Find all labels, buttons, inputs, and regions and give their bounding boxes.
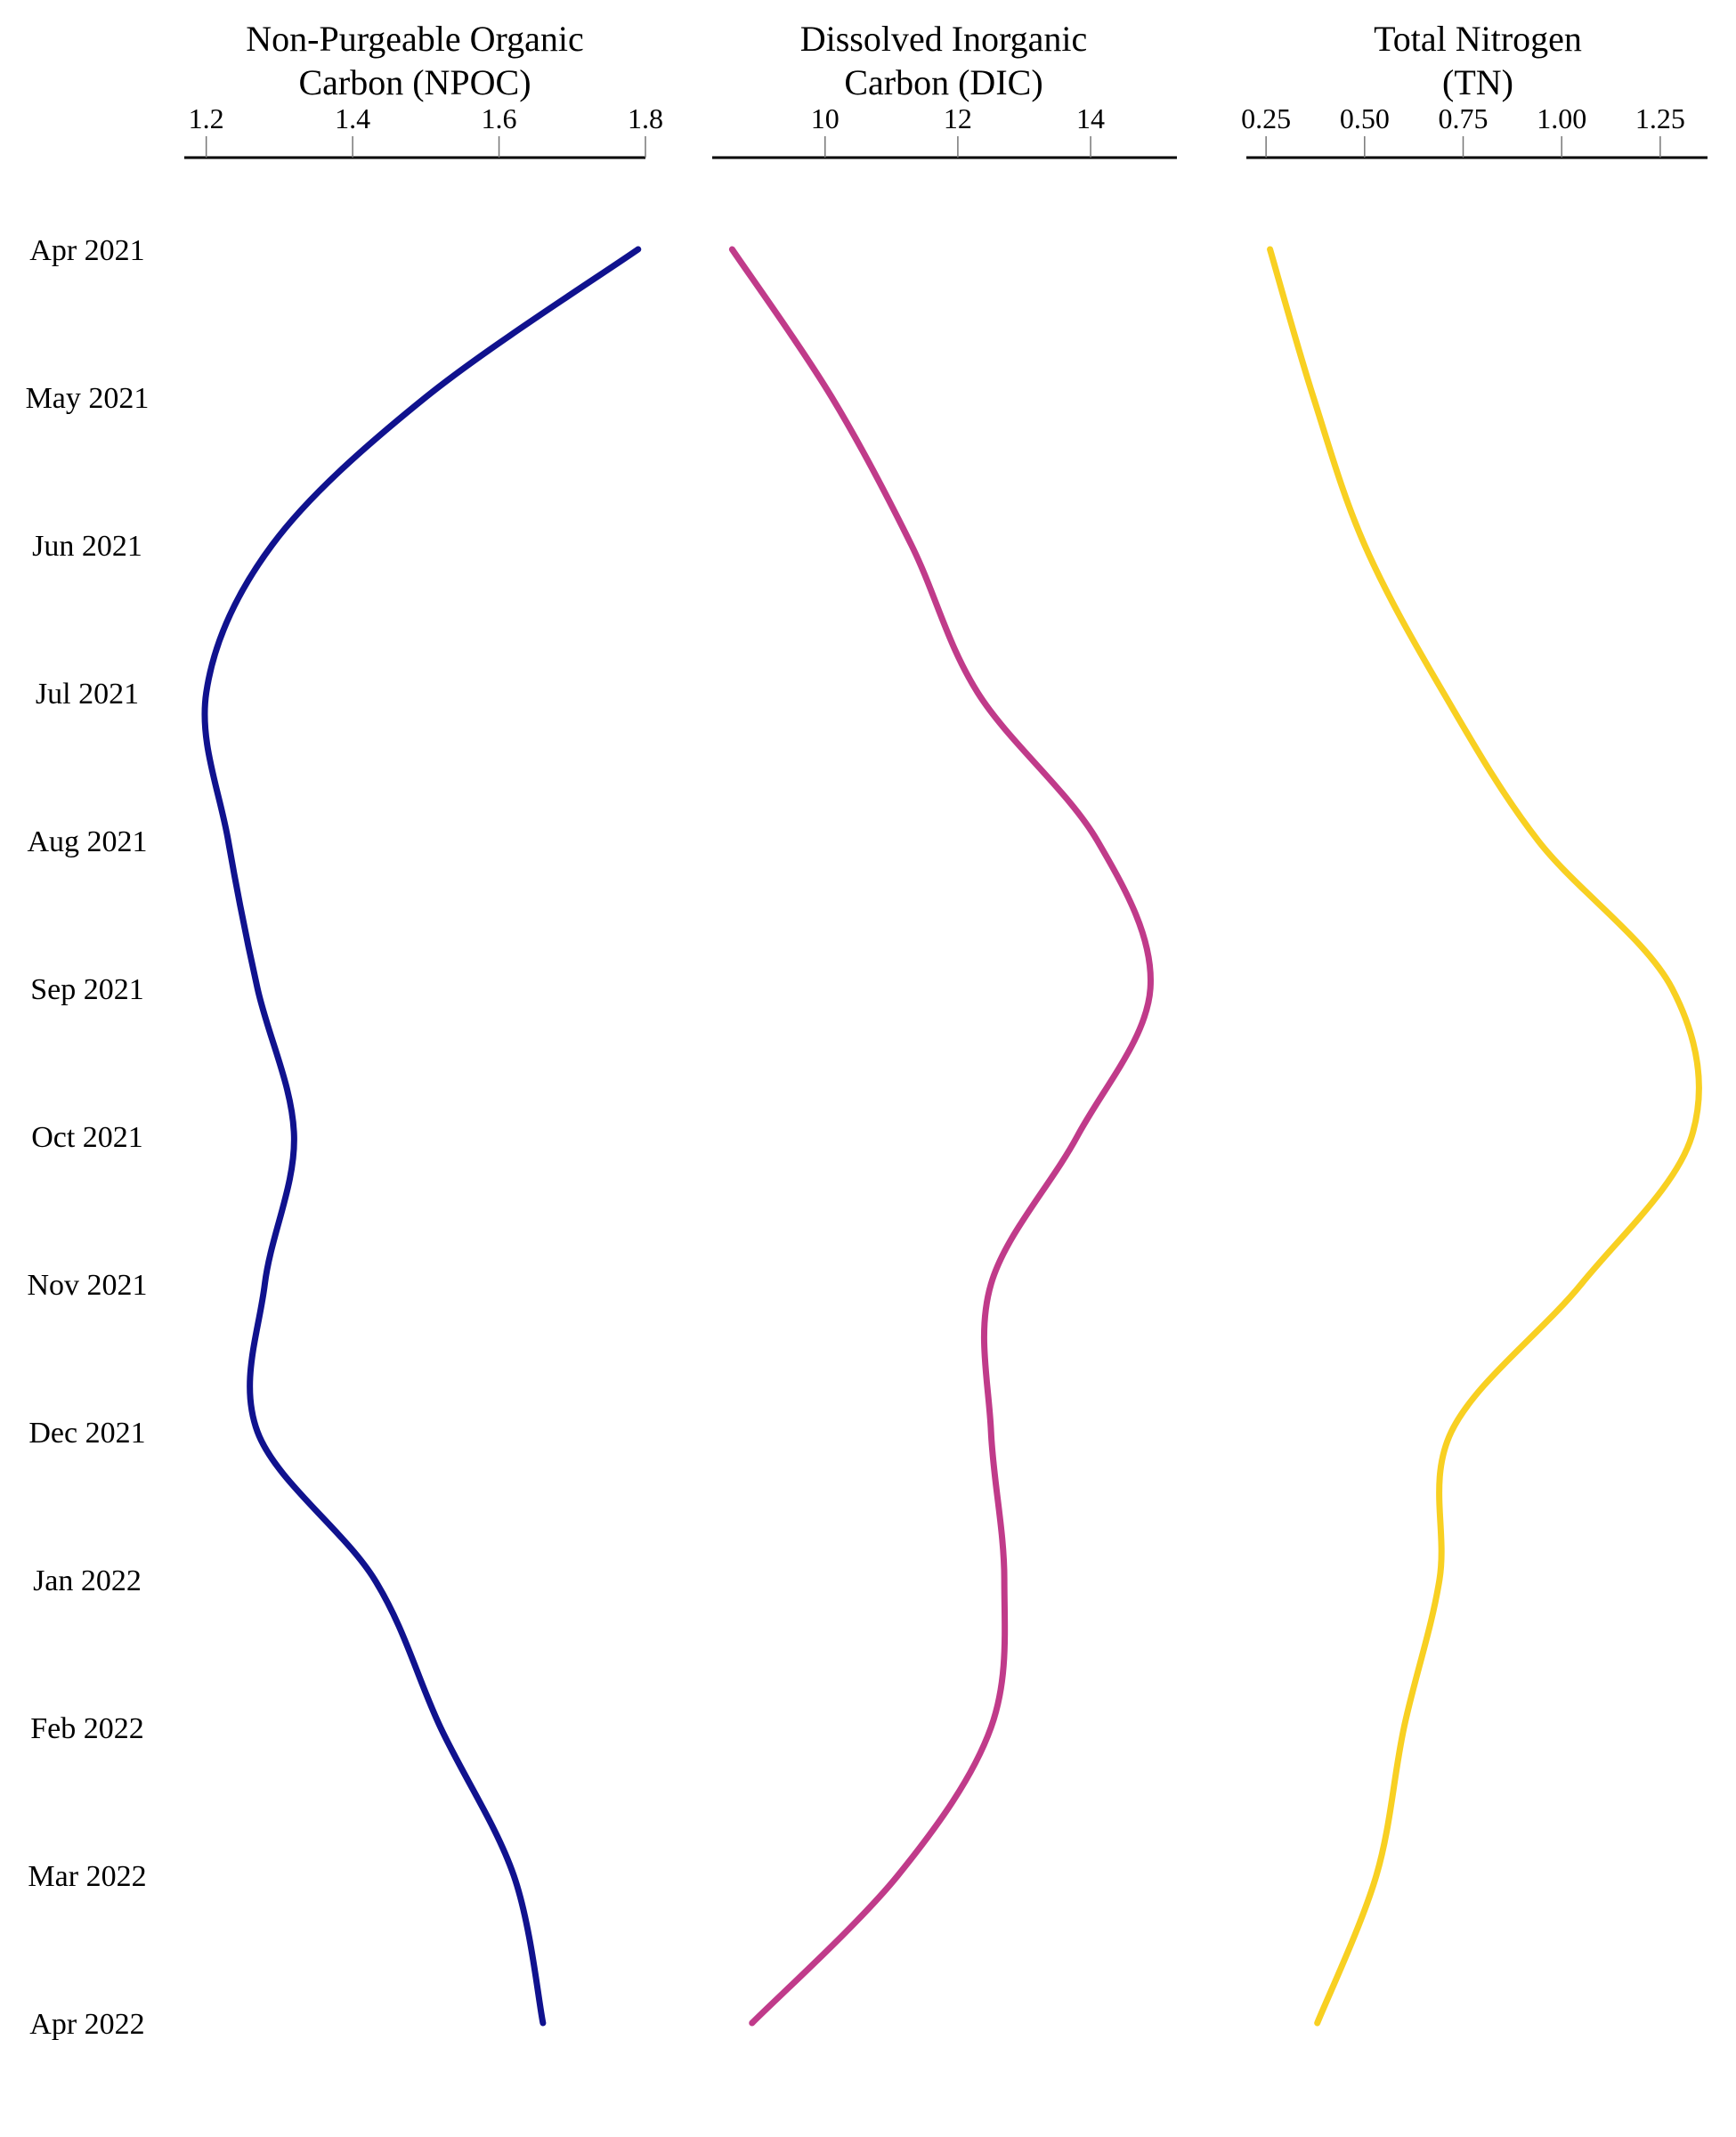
data-point xyxy=(988,1281,994,1288)
data-point xyxy=(1075,1134,1081,1140)
data-point xyxy=(1401,1725,1407,1731)
date-label: Apr 2021 xyxy=(29,234,144,267)
data-point xyxy=(269,542,275,548)
date-label: Feb 2022 xyxy=(30,1712,144,1745)
panel-title-line: Carbon (DIC) xyxy=(844,62,1042,102)
panel-title-line: Total Nitrogen xyxy=(1374,19,1582,59)
data-point xyxy=(1689,1134,1695,1140)
data-point xyxy=(371,1577,377,1583)
data-point xyxy=(1535,838,1541,844)
x-tick-label: 1.25 xyxy=(1635,102,1685,134)
data-point xyxy=(291,1134,297,1140)
x-tick-label: 1.00 xyxy=(1537,102,1586,134)
panel-2: Dissolved Inorganic Carbon (DIC)10 12 14 xyxy=(712,19,1177,2027)
data-point xyxy=(255,1429,261,1435)
panel-1: Non-Purgeable Organic Carbon (NPOC) 1.2 1.4… xyxy=(184,19,663,2027)
panel-title-line: (TN) xyxy=(1442,62,1513,102)
date-label: Mar 2022 xyxy=(28,1860,146,1893)
data-point xyxy=(1374,1873,1380,1879)
data-point xyxy=(729,247,735,253)
data-point xyxy=(829,394,835,401)
data-point xyxy=(1267,247,1273,253)
data-point xyxy=(975,690,981,696)
date-label: Oct 2021 xyxy=(31,1121,143,1154)
date-label: May 2021 xyxy=(26,382,150,415)
panel-title-line: Non-Purgeable Organic xyxy=(246,19,584,59)
data-point xyxy=(908,542,914,548)
data-point xyxy=(203,690,209,696)
data-point xyxy=(1440,690,1447,696)
data-point xyxy=(895,1873,901,1879)
data-point xyxy=(1361,542,1367,548)
data-point xyxy=(511,1873,517,1879)
data-point xyxy=(423,394,429,401)
data-point xyxy=(262,1281,268,1288)
x-tick-label: 1.2 xyxy=(189,102,224,134)
x-tick-label: 12 xyxy=(944,102,972,134)
panel-title: Non-Purgeable Organic Carbon (NPOC) xyxy=(246,19,584,102)
panel-3: Total Nitrogen (TN) 0.25 0.50 0.75 1.00 1.25 xyxy=(1241,19,1708,2027)
data-point xyxy=(255,986,261,992)
series-line xyxy=(201,246,642,2027)
x-tick-label: 10 xyxy=(811,102,840,134)
data-point xyxy=(749,2020,755,2027)
x-tick-label: 0.75 xyxy=(1439,102,1489,134)
panel-title-line: Dissolved Inorganic xyxy=(800,19,1088,59)
data-point xyxy=(1669,986,1675,992)
date-label: Apr 2022 xyxy=(29,2008,144,2041)
date-label: Jun 2021 xyxy=(32,530,142,563)
data-point xyxy=(1436,1577,1442,1583)
x-tick-label: 0.25 xyxy=(1241,102,1291,134)
series-line xyxy=(728,246,1154,2027)
date-label: Aug 2021 xyxy=(27,825,147,858)
data-point xyxy=(539,2020,546,2027)
data-point xyxy=(988,1429,994,1435)
x-tick-label: 14 xyxy=(1076,102,1105,134)
x-tick-label: 1.6 xyxy=(482,102,517,134)
panel-title-line: Carbon (NPOC) xyxy=(298,62,531,102)
data-point xyxy=(635,247,641,253)
data-point xyxy=(225,838,231,844)
date-label: Dec 2021 xyxy=(28,1417,145,1450)
x-tick-label: 1.4 xyxy=(335,102,370,134)
x-tick-label: 0.50 xyxy=(1340,102,1390,134)
data-point xyxy=(1310,394,1317,401)
data-point xyxy=(1094,838,1100,844)
data-point xyxy=(437,1725,443,1731)
data-point xyxy=(1148,986,1154,992)
x-tick-label: 1.8 xyxy=(628,102,663,134)
data-point xyxy=(1578,1281,1585,1288)
date-axis: Apr 2021 May 2021 Jun 2021 Jul 2021 Aug 2021… xyxy=(26,234,150,2041)
series-line xyxy=(1267,246,1702,2027)
date-label: Jan 2022 xyxy=(33,1564,142,1597)
data-point xyxy=(1448,1429,1455,1435)
panel-title: Dissolved Inorganic Carbon (DIC) xyxy=(800,19,1088,102)
data-point xyxy=(1002,1577,1008,1583)
data-point xyxy=(1314,2020,1320,2027)
date-label: Jul 2021 xyxy=(36,678,139,711)
date-label: Nov 2021 xyxy=(27,1269,147,1302)
panel-title: Total Nitrogen (TN) xyxy=(1374,19,1582,102)
data-point xyxy=(988,1725,994,1731)
date-label: Sep 2021 xyxy=(30,973,144,1006)
